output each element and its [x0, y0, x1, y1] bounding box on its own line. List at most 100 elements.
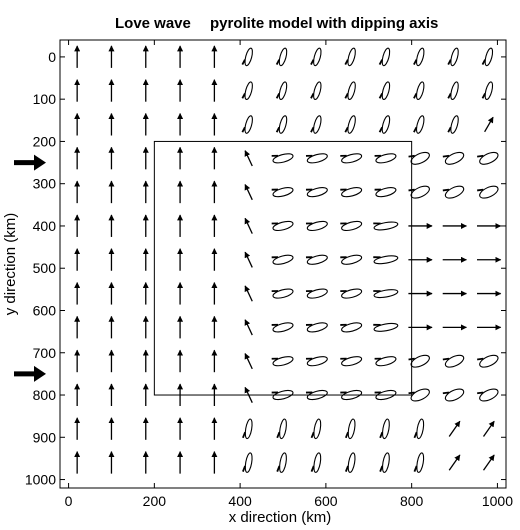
particle-motion-ellipse	[447, 81, 459, 100]
particle-motion-ellipse	[271, 322, 294, 333]
particle-motion-ellipse	[271, 187, 294, 198]
x-tick-label: 0	[65, 493, 73, 509]
particle-motion-ellipse	[477, 185, 499, 199]
particle-motion-arrow	[482, 454, 495, 471]
y-tick-label: 300	[33, 176, 57, 192]
particle-motion-ellipse	[340, 288, 363, 299]
particle-motion-ellipse	[275, 81, 288, 100]
particle-motion-ellipse	[413, 47, 425, 67]
particle-motion-arrow	[244, 150, 253, 167]
particle-motion-arrow	[448, 454, 461, 471]
particle-motion-ellipse	[271, 254, 294, 265]
particle-motion-ellipse	[340, 153, 363, 164]
x-axis: 0 200 400 600 800 1000	[65, 40, 513, 509]
particle-motion-arrow	[244, 217, 253, 234]
x-tick-label: 200	[143, 493, 167, 509]
y-tick-label: 600	[33, 302, 57, 318]
particle-motion-ellipse	[373, 221, 399, 231]
particle-motion-ellipse	[379, 452, 390, 473]
particle-motion-ellipse	[447, 47, 459, 67]
particle-motion-ellipse	[413, 418, 425, 440]
particle-motion-ellipse	[271, 389, 294, 401]
particle-motion-ellipse	[242, 418, 253, 440]
particle-motion-ellipse	[305, 288, 328, 299]
particle-motion-arrow	[244, 353, 253, 370]
particle-motion-ellipse	[374, 153, 397, 164]
chart-title-left: Love wave	[115, 15, 191, 32]
particle-motion-ellipse	[305, 220, 328, 232]
particle-motion-ellipse	[373, 289, 399, 299]
incidence-arrow	[14, 365, 46, 382]
anomaly-region-box	[153, 140, 413, 396]
particle-motion-ellipse	[310, 47, 322, 67]
particle-motion-ellipse	[310, 418, 322, 440]
particle-motion-ellipse	[477, 151, 499, 165]
particle-motion-ellipse	[340, 322, 363, 333]
particle-motion-ellipse	[373, 255, 399, 265]
particle-motion-ellipse	[310, 452, 322, 473]
particle-motion-ellipse	[340, 356, 363, 367]
y-tick-label: 800	[33, 387, 57, 403]
particle-motion-ellipse	[340, 220, 363, 232]
x-tick-label: 400	[228, 493, 252, 509]
particle-motion-ellipse	[340, 389, 363, 401]
particle-motion-ellipse	[271, 288, 294, 299]
particle-motion-ellipse	[271, 153, 294, 164]
incidence-arrow	[14, 154, 46, 171]
particle-motion-ellipse	[378, 47, 391, 67]
x-tick-label: 600	[314, 493, 338, 509]
particle-motion-ellipse	[275, 115, 288, 134]
particle-motion-arrow	[244, 183, 253, 201]
x-tick-label: 1000	[482, 493, 513, 509]
particle-motion-arrow	[244, 251, 253, 268]
y-axis-label: y direction (km)	[2, 213, 19, 316]
y-tick-label: 700	[33, 345, 57, 361]
particle-motion-ellipse	[271, 356, 294, 367]
particle-motion-ellipse	[442, 354, 465, 368]
particle-motion-ellipse	[241, 47, 253, 67]
particle-motion-ellipse	[305, 322, 328, 333]
particle-motion-ellipse	[374, 389, 397, 401]
particle-motion-arrow	[244, 319, 253, 336]
particle-motion-ellipse	[305, 356, 328, 367]
particle-motion-ellipse	[481, 81, 494, 100]
particle-motion-arrow	[448, 420, 461, 437]
particle-motion-ellipse	[374, 187, 397, 198]
chart-title-right: pyrolite model with dipping axis	[210, 15, 438, 32]
particle-motion-ellipse	[340, 254, 363, 265]
particle-motion-ellipse	[305, 254, 328, 265]
particle-motion-ellipse	[242, 452, 253, 473]
particle-motion-ellipse	[373, 322, 399, 332]
y-tick-label: 500	[33, 260, 57, 276]
particle-motion-arrow	[484, 116, 494, 133]
particle-motion-ellipse	[344, 115, 356, 134]
particle-motion-ellipse	[271, 220, 294, 232]
particle-motion-ellipse	[442, 151, 465, 165]
particle-motion-markers	[74, 45, 502, 474]
incidence-arrows	[14, 154, 46, 382]
particle-motion-ellipse	[344, 47, 356, 67]
particle-motion-ellipse	[413, 115, 425, 134]
particle-motion-ellipse	[447, 115, 459, 134]
plot-frame	[59, 39, 507, 489]
particle-motion-ellipse	[310, 115, 322, 134]
y-tick-label: 400	[33, 218, 57, 234]
particle-motion-ellipse	[310, 81, 322, 100]
particle-motion-ellipse	[340, 187, 363, 198]
particle-motion-ellipse	[241, 81, 253, 100]
y-tick-label: 1000	[25, 472, 56, 488]
particle-motion-ellipse	[276, 418, 287, 440]
particle-motion-ellipse	[276, 452, 287, 473]
particle-motion-ellipse	[275, 47, 288, 67]
particle-motion-ellipse	[344, 418, 356, 440]
particle-motion-ellipse	[305, 389, 328, 401]
particle-motion-ellipse	[305, 153, 328, 164]
particle-motion-ellipse	[378, 115, 391, 134]
particle-motion-ellipse	[241, 115, 253, 134]
particle-motion-ellipse	[481, 47, 494, 67]
particle-motion-ellipse	[374, 356, 397, 367]
particle-motion-ellipse	[477, 388, 499, 402]
x-axis-label: x direction (km)	[229, 509, 332, 526]
particle-motion-ellipse	[413, 452, 425, 473]
particle-motion-ellipse	[378, 81, 391, 100]
